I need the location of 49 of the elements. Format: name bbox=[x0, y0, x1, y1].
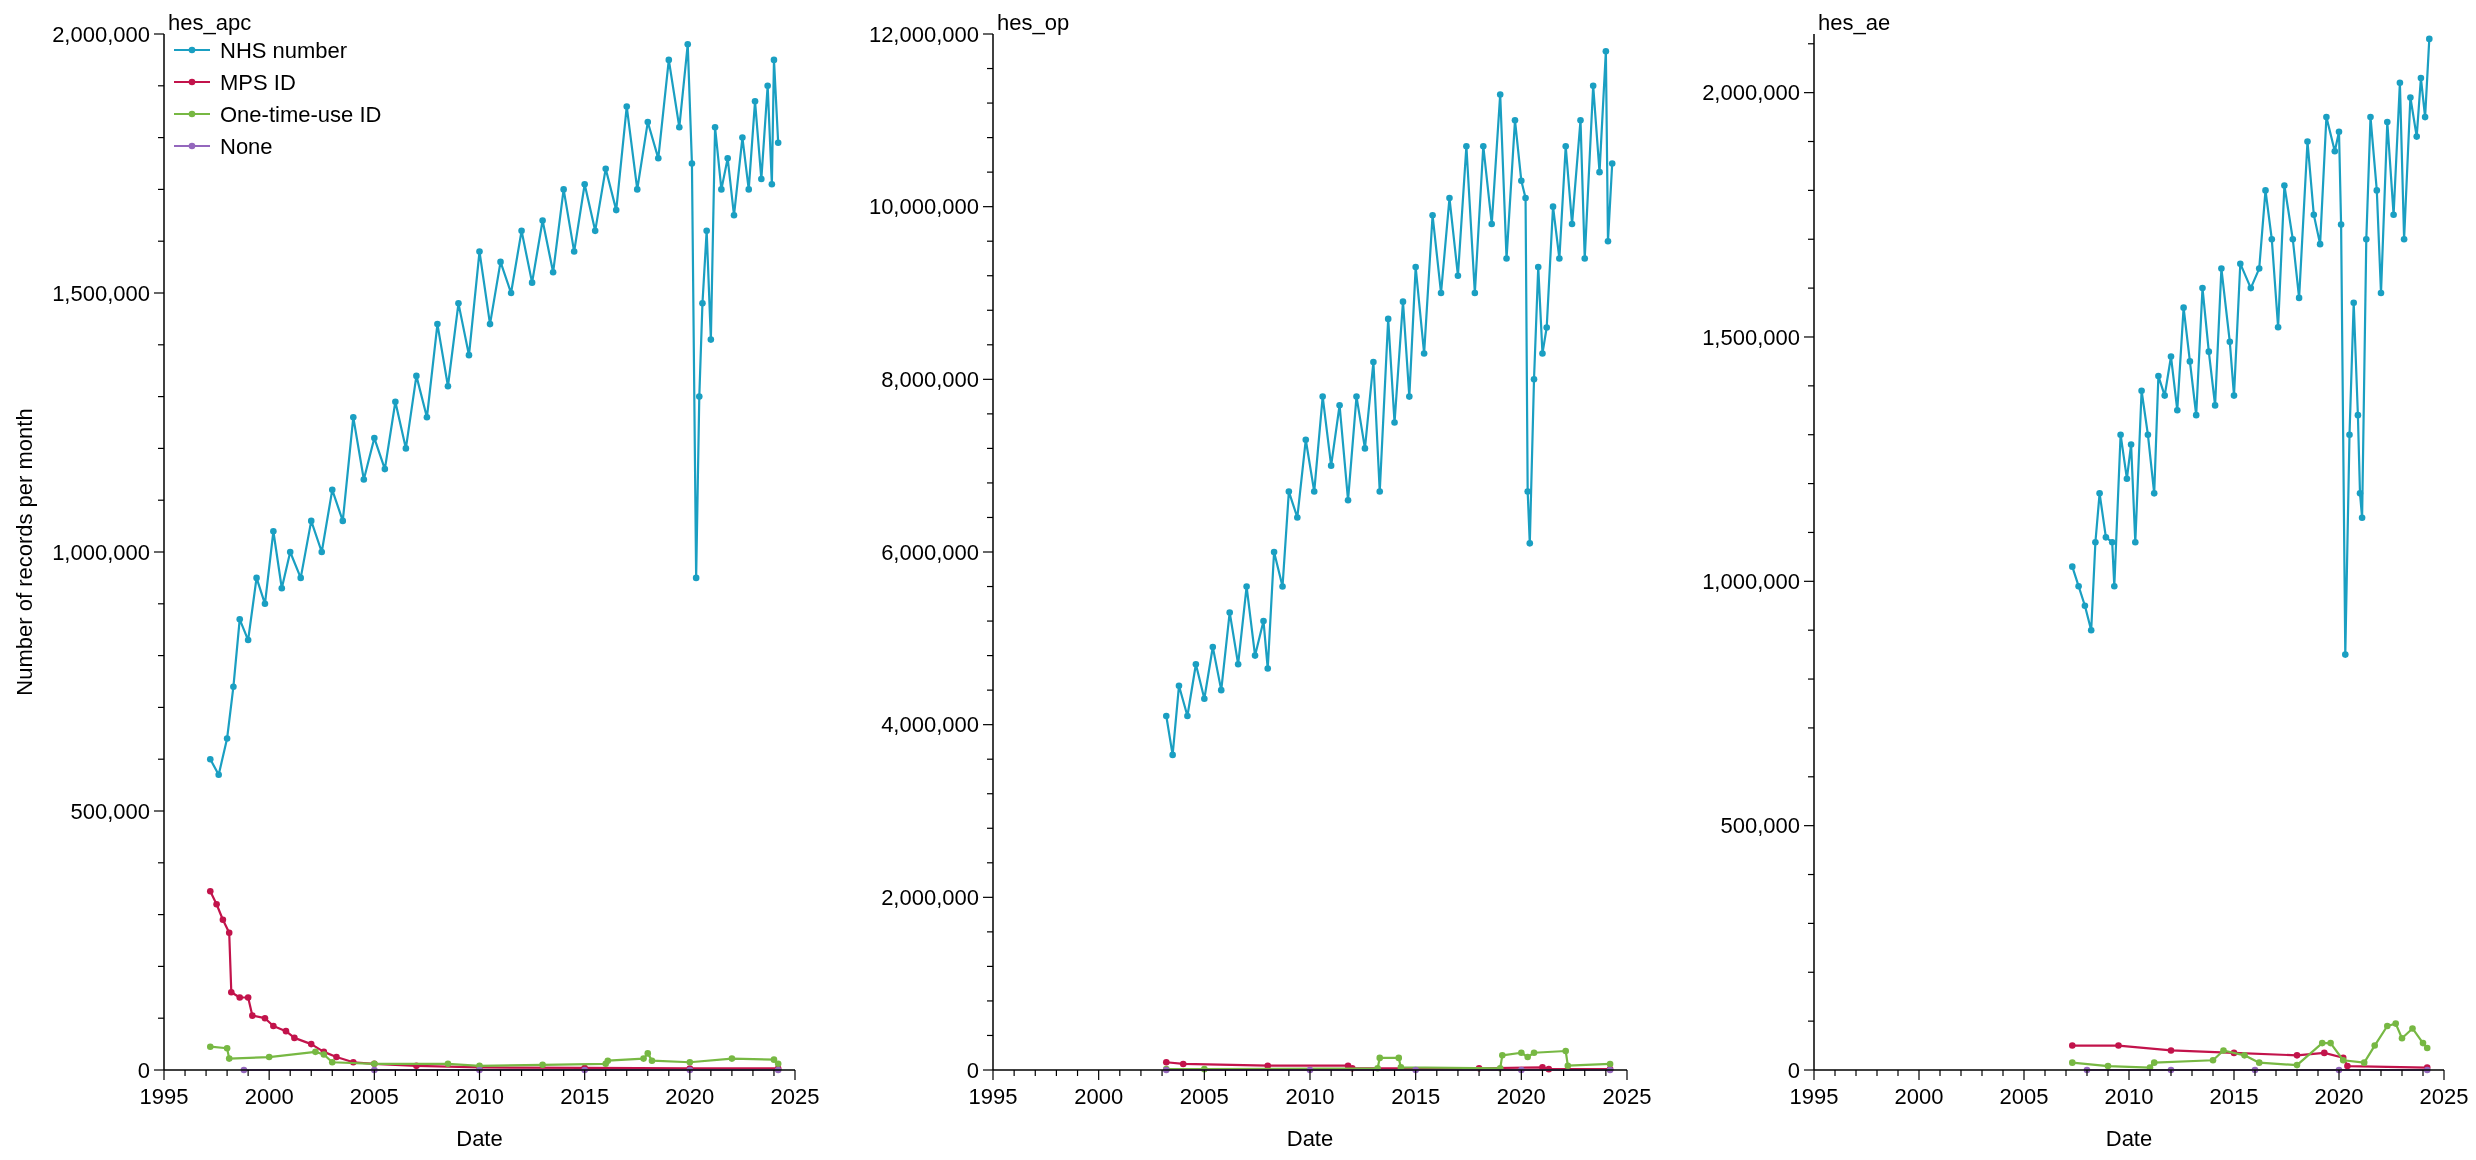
x-tick-label: 2015 bbox=[2209, 1084, 2259, 1109]
y-tick-label: 1,000,000 bbox=[1702, 569, 1800, 595]
x-tick-label: 2020 bbox=[1496, 1084, 1546, 1109]
x-tick-label: 1995 bbox=[139, 1084, 189, 1109]
y-tick-label: 0 bbox=[1787, 1057, 1800, 1083]
chart-title: hes_apc bbox=[168, 10, 252, 35]
chart-title: hes_op bbox=[997, 10, 1070, 35]
y-tick-label: 1,500,000 bbox=[1702, 324, 1800, 350]
x-tick-label: 2020 bbox=[2314, 1084, 2364, 1109]
legend-label: NHS number bbox=[220, 37, 348, 63]
x-tick-label: 2005 bbox=[1179, 1084, 1229, 1109]
y-tick-label: 12,000,000 bbox=[868, 21, 979, 47]
legend-label: One-time-use ID bbox=[220, 101, 382, 127]
y-tick-label: 2,000,000 bbox=[52, 21, 150, 47]
y-tick-label: 6,000,000 bbox=[881, 539, 979, 565]
x-tick-label: 2000 bbox=[244, 1084, 294, 1109]
x-tick-label: 2015 bbox=[1391, 1084, 1441, 1109]
y-tick-label: 500,000 bbox=[70, 798, 150, 824]
y-tick-label: 10,000,000 bbox=[868, 194, 979, 220]
x-axis-title: Date bbox=[456, 1126, 503, 1151]
x-tick-label: 2000 bbox=[1894, 1084, 1944, 1109]
x-tick-label: 2000 bbox=[1074, 1084, 1124, 1109]
y-tick-label: 2,000,000 bbox=[881, 885, 979, 911]
y-tick-label: 500,000 bbox=[1720, 813, 1800, 839]
legend-label: None bbox=[220, 133, 273, 159]
x-tick-label: 2010 bbox=[455, 1084, 504, 1109]
legend-label: MPS ID bbox=[220, 69, 296, 95]
x-tick-label: 2015 bbox=[560, 1084, 610, 1109]
y-axis-title: Number of records per month bbox=[12, 408, 37, 696]
y-tick-label: 1,500,000 bbox=[52, 280, 150, 306]
y-tick-label: 0 bbox=[966, 1057, 979, 1083]
x-tick-label: 1995 bbox=[1789, 1084, 1839, 1109]
chart-title: hes_ae bbox=[1818, 10, 1891, 35]
x-tick-label: 2010 bbox=[1285, 1084, 1335, 1109]
y-tick-label: 8,000,000 bbox=[881, 367, 979, 393]
y-tick-label: 1,000,000 bbox=[52, 539, 150, 565]
y-tick-label: 0 bbox=[137, 1057, 150, 1083]
x-tick-label: 2025 bbox=[1602, 1084, 1652, 1109]
x-tick-label: 1995 bbox=[968, 1084, 1018, 1109]
x-tick-label: 2020 bbox=[665, 1084, 715, 1109]
x-tick-label: 2005 bbox=[349, 1084, 399, 1109]
x-axis-title: Date bbox=[1286, 1126, 1334, 1151]
x-tick-label: 2005 bbox=[1999, 1084, 2049, 1109]
y-tick-label: 2,000,000 bbox=[1702, 80, 1800, 106]
y-tick-label: 4,000,000 bbox=[881, 712, 979, 738]
x-tick-label: 2025 bbox=[770, 1084, 820, 1109]
x-tick-label: 2010 bbox=[2104, 1084, 2154, 1109]
x-axis-title: Date bbox=[2105, 1126, 2153, 1151]
x-tick-label: 2025 bbox=[2419, 1084, 2469, 1109]
